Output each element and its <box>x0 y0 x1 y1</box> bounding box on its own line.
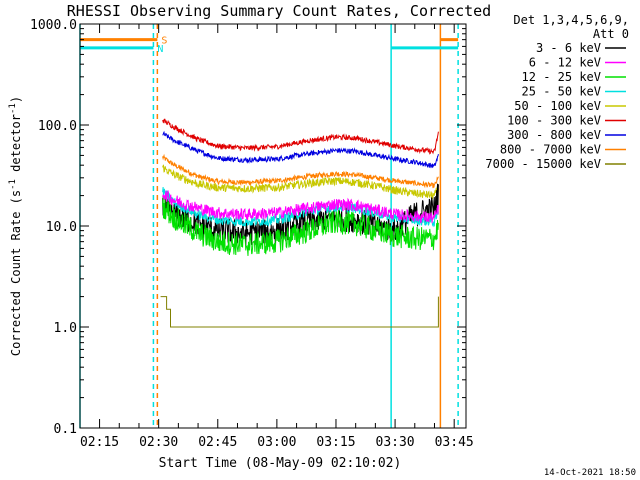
y-tick-label: 1000.0 <box>30 18 77 33</box>
series-line-50-100-kev <box>162 164 439 199</box>
chart-title: RHESSI Observing Summary Count Rates, Co… <box>67 2 491 20</box>
x-axis-label: Start Time (08-May-09 02:10:02) <box>159 456 402 471</box>
series-line-800-7000-kev <box>162 153 439 189</box>
x-axis-ticks: 02:15 02:30 02:45 03:00 03:15 03:30 03:45 <box>80 24 474 450</box>
legend-label-12-25-kev: 12 - 25 keV <box>522 70 601 84</box>
y-tick-label: 0.1 <box>54 422 77 437</box>
x-tick-label: 02:30 <box>139 435 178 450</box>
x-tick-label: 02:45 <box>198 435 237 450</box>
series-line-100-300-kev <box>162 118 439 155</box>
legend-label-25-50-kev: 25 - 50 keV <box>522 85 601 99</box>
plot-area: SN <box>79 24 459 428</box>
series-line-7000-15000-kev <box>160 296 439 328</box>
timestamp: 14-Oct-2021 18:50 <box>544 468 636 478</box>
legend-label-6-12-kev: 6 - 12 keV <box>529 56 601 70</box>
y-axis-ticks: 0.1 1.0 10.0 100.0 1000.0 <box>30 18 466 437</box>
x-tick-label: 03:30 <box>376 435 415 450</box>
legend-label-3-6-kev: 3 - 6 keV <box>536 41 601 55</box>
y-tick-label: 10.0 <box>46 220 77 235</box>
legend-header-line1: Det 1,3,4,5,6,9, <box>513 13 629 27</box>
legend-label-100-300-kev: 100 - 300 keV <box>507 114 601 128</box>
y-tick-label: 100.0 <box>38 119 77 134</box>
x-tick-label: 03:15 <box>316 435 355 450</box>
series-line-300-800-kev <box>162 130 439 169</box>
y-axis-label: Corrected Count Rate (s-1 detector-1) <box>8 96 23 356</box>
y-axis-label-sup1: -1 <box>8 179 18 190</box>
x-tick-label: 03:00 <box>257 435 296 450</box>
flag-label-s: S <box>161 36 167 47</box>
series-line-6-12-kev <box>162 190 439 224</box>
y-tick-label: 1.0 <box>54 321 77 336</box>
series-line-12-25-kev <box>162 195 439 256</box>
legend-label-7000-15000-kev: 7000 - 15000 keV <box>485 157 601 171</box>
x-tick-label: 03:45 <box>435 435 474 450</box>
flag-label-n: N <box>157 44 163 55</box>
y-axis-label-mid: detector <box>9 114 23 179</box>
legend-label-300-800-kev: 300 - 800 keV <box>507 128 601 142</box>
x-tick-label: 02:15 <box>80 435 119 450</box>
legend-label-50-100-kev: 50 - 100 keV <box>514 99 601 113</box>
legend-header-line2: Att 0 <box>593 27 629 41</box>
series-line-25-50-kev <box>162 186 439 228</box>
legend-label-800-7000-kev: 800 - 7000 keV <box>500 143 601 157</box>
y-axis-label-end: ) <box>9 96 23 103</box>
y-axis-label-sup2: -1 <box>8 103 18 114</box>
y-axis-label-main: Corrected Count Rate (s <box>9 190 23 356</box>
